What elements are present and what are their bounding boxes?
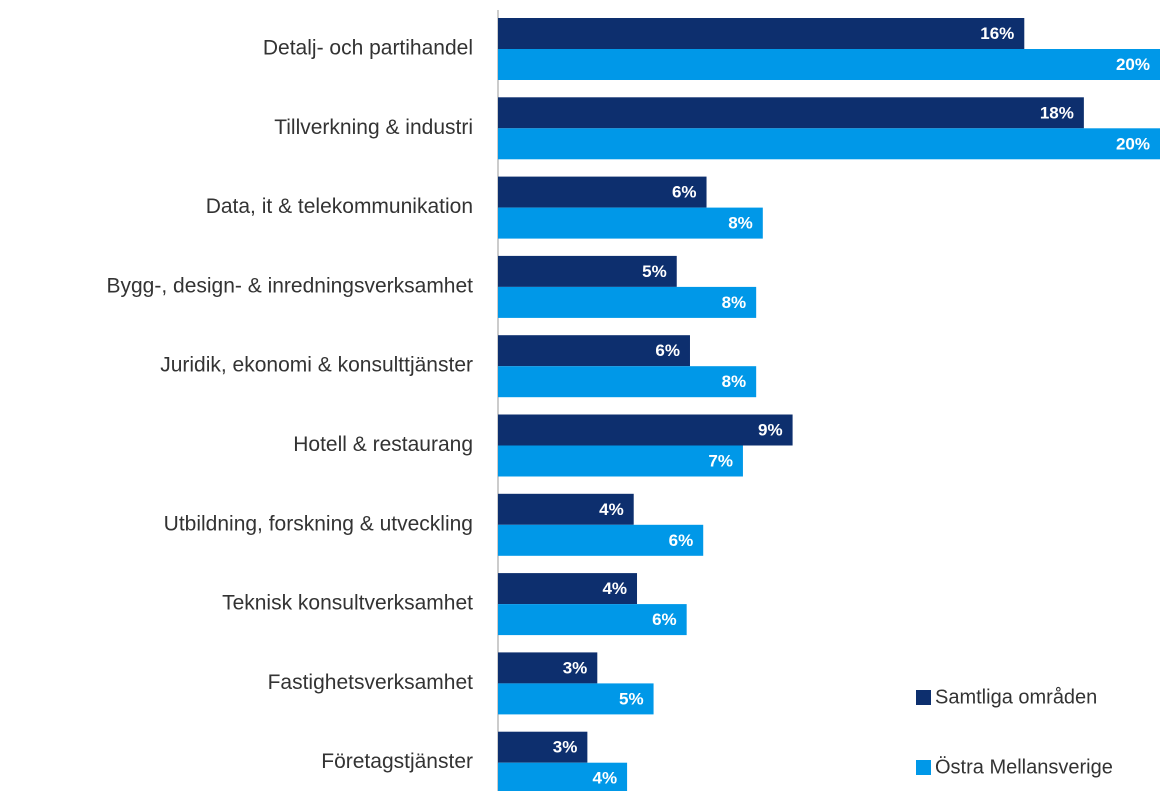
bar xyxy=(498,286,757,318)
category-label: Detalj- och partihandel xyxy=(263,37,473,60)
bar xyxy=(498,683,654,715)
value-label: 8% xyxy=(722,372,747,391)
bar xyxy=(498,445,743,477)
bar xyxy=(498,652,598,684)
value-label: 4% xyxy=(602,579,627,598)
category-label: Företagstjänster xyxy=(321,750,473,773)
bar xyxy=(498,255,677,287)
category-label: Data, it & telekommunikation xyxy=(206,195,473,218)
value-label: 6% xyxy=(652,610,677,629)
value-label: 6% xyxy=(672,183,697,202)
category-label: Juridik, ekonomi & konsulttjänster xyxy=(160,354,473,377)
bar xyxy=(498,49,1160,80)
legend-swatch xyxy=(916,690,931,705)
bar xyxy=(498,366,757,398)
value-label: 20% xyxy=(1116,134,1150,153)
bar xyxy=(498,604,687,636)
bar xyxy=(498,762,628,791)
value-label: 4% xyxy=(593,769,618,788)
bar xyxy=(498,18,1025,49)
bar xyxy=(498,97,1084,129)
category-label: Tillverkning & industri xyxy=(274,116,473,139)
value-label: 7% xyxy=(708,451,733,470)
value-label: 18% xyxy=(1040,103,1074,122)
value-label: 3% xyxy=(553,738,578,757)
bar xyxy=(498,731,588,763)
value-label: 5% xyxy=(642,262,667,281)
category-label: Bygg-, design- & inredningsverksamhet xyxy=(106,274,473,297)
value-label: 3% xyxy=(563,658,588,677)
value-label: 6% xyxy=(669,531,694,550)
value-label: 8% xyxy=(728,214,753,233)
value-label: 9% xyxy=(758,420,783,439)
legend-swatch xyxy=(916,760,931,775)
value-label: 8% xyxy=(722,293,747,312)
bar xyxy=(498,207,763,239)
bar xyxy=(498,524,704,556)
bar xyxy=(498,176,707,208)
bar xyxy=(498,414,793,446)
category-label: Teknisk konsultverksamhet xyxy=(222,592,473,615)
legend-label: Östra Mellansverige xyxy=(935,756,1113,778)
value-label: 5% xyxy=(619,689,644,708)
category-label: Utbildning, forskning & utveckling xyxy=(164,512,473,535)
category-label: Hotell & restaurang xyxy=(293,433,473,456)
value-label: 6% xyxy=(655,341,680,360)
bar xyxy=(498,493,634,525)
legend-label: Samtliga områden xyxy=(935,686,1097,708)
value-label: 16% xyxy=(980,24,1014,43)
bar xyxy=(498,335,690,367)
value-label: 20% xyxy=(1116,55,1150,74)
value-label: 4% xyxy=(599,500,624,519)
bar xyxy=(498,128,1160,160)
bar xyxy=(498,573,638,605)
category-label: Fastighetsverksamhet xyxy=(268,671,474,694)
